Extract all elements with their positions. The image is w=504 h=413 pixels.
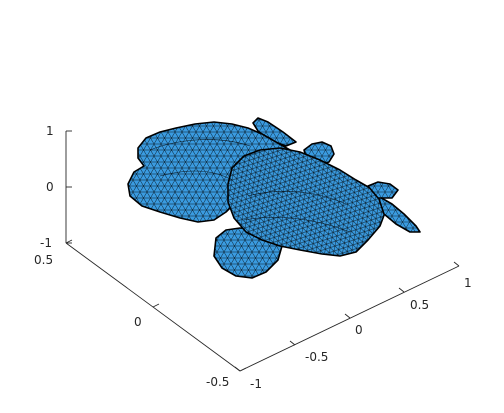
mesh-contour	[247, 191, 347, 205]
tick-labels: 1 0 -1 0.5 0 -0.5 -1 -0.5 0 0.5 1	[34, 124, 472, 391]
x-tick-mark	[65, 239, 73, 244]
mesh-ear-back-lines	[253, 118, 296, 146]
y-tick-label: -1	[250, 377, 262, 391]
z-tick-label: 0	[46, 180, 54, 194]
mesh-body-back-lines	[128, 122, 310, 222]
x-tick-label: 0	[134, 315, 142, 329]
mesh-contour	[243, 217, 351, 233]
y-tick-mark	[398, 287, 405, 293]
axes	[65, 130, 460, 372]
mesh-tail-lines	[368, 182, 398, 198]
mesh-ear-front-lines	[378, 196, 420, 232]
y-tick-label: 0.5	[410, 298, 429, 312]
y-tick-label: 0	[355, 323, 363, 337]
x-tick-label: -0.5	[206, 375, 229, 389]
y-tick-label: 1	[464, 276, 472, 290]
mesh-surface	[127, 117, 421, 279]
z-tick-label: -1	[40, 236, 52, 250]
y-axis-line	[239, 265, 460, 372]
y-tick-mark	[234, 366, 241, 372]
y-tick-label: -0.5	[305, 350, 328, 364]
x-tick-label: 0.5	[34, 253, 53, 267]
z-tick-label: 1	[46, 124, 54, 138]
mesh-contour	[149, 139, 251, 151]
x-tick-mark	[152, 303, 160, 308]
mesh-body-front-lines	[228, 148, 386, 256]
y-tick-mark	[344, 313, 351, 319]
mesh-contour	[159, 170, 233, 181]
y-tick-mark	[453, 261, 460, 267]
y-tick-mark	[289, 340, 296, 346]
x-tick-mark	[239, 367, 247, 372]
